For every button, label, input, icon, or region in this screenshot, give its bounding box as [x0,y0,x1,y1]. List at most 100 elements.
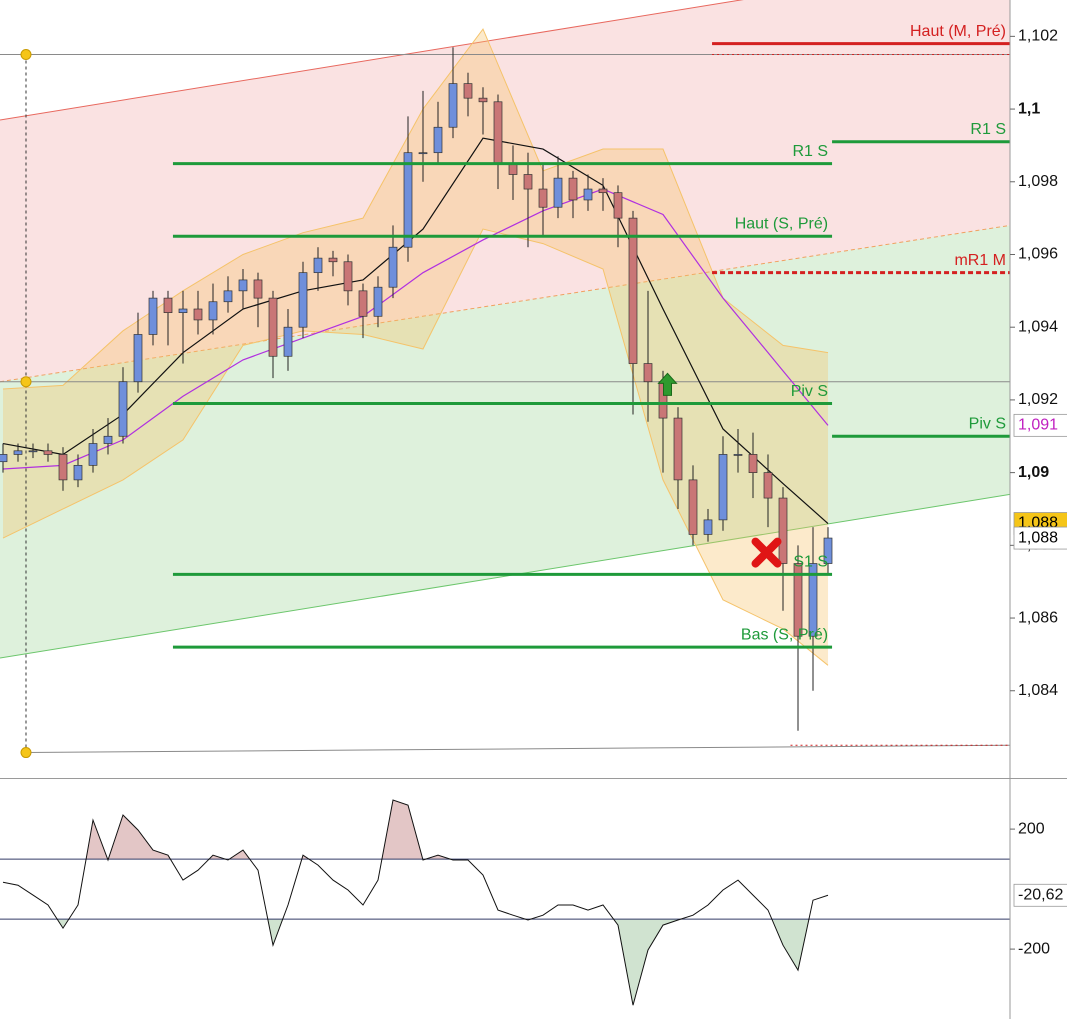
y-tick-label: 1,084 [1018,682,1058,699]
channel-upper-fill [0,0,1010,382]
candle-body [748,454,758,473]
candle-body [733,454,743,456]
moving-average [2,137,829,524]
pivot-label: Bas (S, Pré) [741,626,828,643]
candle-body [493,101,503,164]
labels: R1 S Haut (S, Pré) Piv S S1 S Bas (S, Pré) R1… [735,23,1067,957]
channel-bottom [0,493,1010,659]
candle-body [0,454,8,463]
pivot-label: S1 S [793,554,828,571]
candle-body [613,192,623,219]
candle-body [568,177,578,201]
candle-body [28,450,38,453]
candle-body [628,217,638,364]
pivot-label: Haut (M, Pré) [910,23,1006,40]
candle-body [178,308,188,314]
indicator-tick-label: 200 [1018,820,1045,837]
y-tick-label: 1,1 [1018,100,1040,117]
pivot-label: Piv S [791,383,828,400]
indicator-value-box [1013,883,1067,907]
candle-body [778,497,788,564]
candle-body [58,454,68,481]
indicator-value-label: -20,62 [1018,887,1063,904]
candle-body [793,563,803,637]
price-label: 1,091 [1018,417,1058,434]
candle-body [688,479,698,535]
y-tick-label: 1,092 [1018,391,1058,408]
candle-body [223,290,233,303]
channel-middle [0,224,1010,383]
anchor-point [20,49,32,61]
candle-body [508,163,518,175]
y-tick-label: 1,098 [1018,173,1058,190]
candle-body [313,257,323,274]
candle-body [583,188,593,201]
anchor-point [20,747,32,759]
candle-body [73,464,83,481]
y-tick-label: 1,102 [1018,28,1058,45]
candle-body [463,83,473,99]
candle-body [13,450,23,455]
candle-body [478,97,488,103]
price-label: 1,088 [1018,529,1058,546]
candle-body [553,177,563,208]
candle-body [298,272,308,328]
y-tick-label: 1,086 [1018,609,1058,626]
y-tick-label: 1,09 [1018,464,1049,481]
candle-body [448,83,458,128]
candle-body [523,174,533,190]
candle-body [433,126,443,154]
candle-body [343,261,353,292]
y-tick-label: 1,096 [1018,246,1058,263]
pivot-label: R1 S [792,143,828,160]
candle-body [163,297,173,314]
candle-body [763,472,773,499]
candle-body [718,454,728,521]
price-label-box [1013,526,1067,550]
oversold-fill [3,919,829,1006]
candle-body [538,188,548,208]
candle-body [673,417,683,481]
candle-body [328,257,338,263]
anchor-point [20,376,32,388]
signal-arrow [657,372,678,396]
pivot-label: Haut (S, Pré) [735,216,828,233]
candle-body [253,279,263,299]
candle-body [373,286,383,317]
candle-body [358,290,368,317]
pivot-label: R1 S [970,121,1006,138]
candle-body [598,188,608,194]
candle-body [643,363,653,383]
channel-lower-fill [0,225,1010,659]
reference-line [25,744,1010,754]
price-panel [0,0,1010,759]
candle-body [268,297,278,357]
candle-body [193,308,203,321]
candle-body [208,301,218,321]
candle-body [133,334,143,383]
indicator-tick-label: -200 [1018,940,1050,957]
candle-body [148,297,158,335]
candle-body [238,279,248,292]
y-tick-label: 1,094 [1018,318,1058,335]
pivot-label: Piv S [969,415,1006,432]
price-label-box [1013,413,1067,437]
moving-average [2,188,829,470]
candle-body [118,381,128,437]
candle-body [388,246,398,288]
candle-body [808,563,818,637]
indicator-line [2,799,829,1006]
candle-body [403,152,413,248]
band-lower [2,228,829,666]
band-fill [3,29,829,666]
channel-top [0,0,744,121]
candle-body [418,152,428,155]
candle-body [43,450,53,455]
overbought-fill [3,800,829,860]
candle-body [103,435,113,444]
signal-cross [751,537,782,568]
candle-body [283,326,293,357]
pivot-label: mR1 M [954,252,1006,269]
